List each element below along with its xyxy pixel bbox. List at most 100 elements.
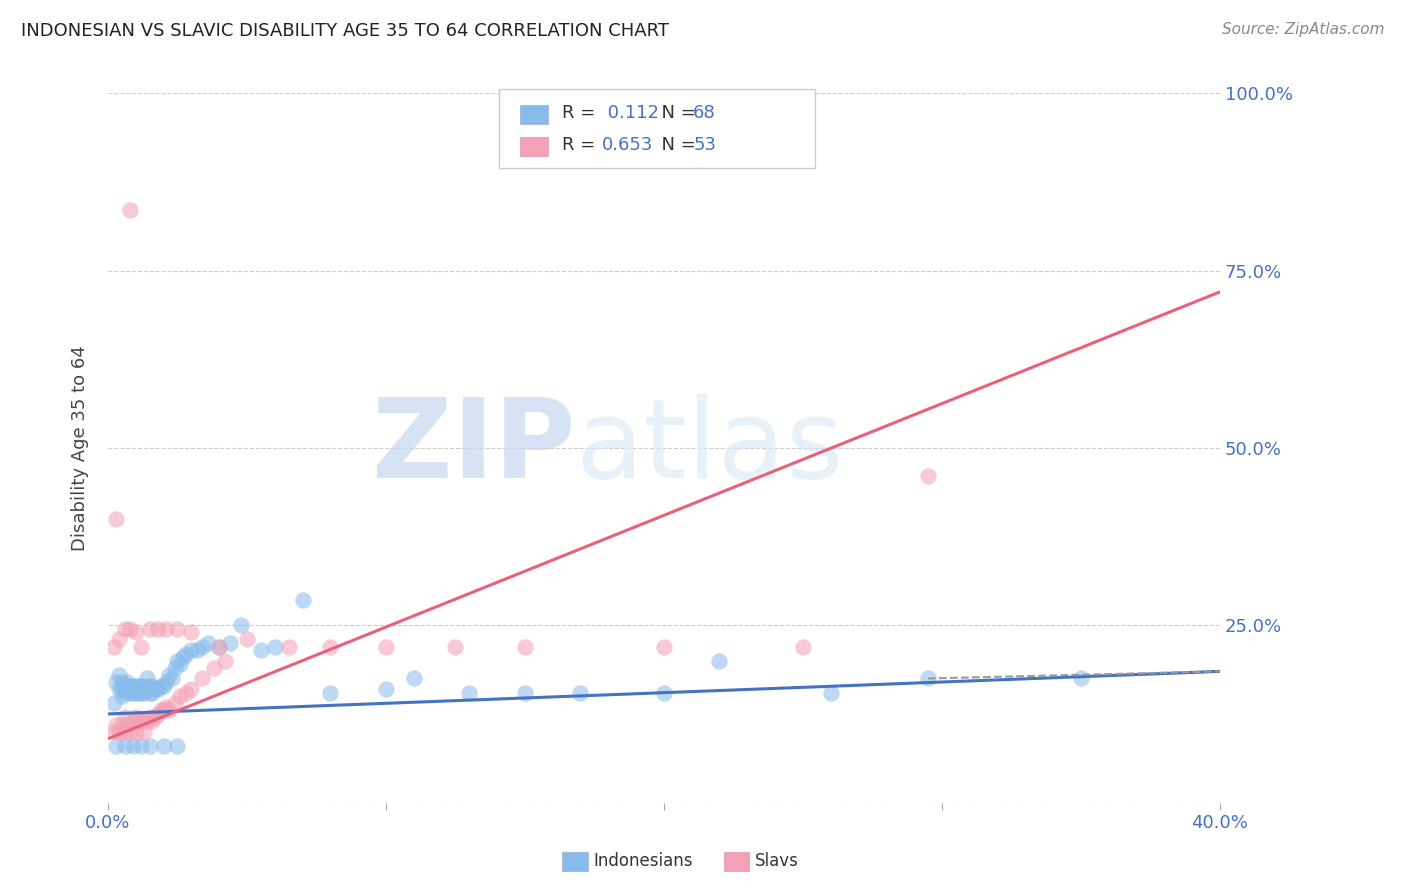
Text: Source: ZipAtlas.com: Source: ZipAtlas.com — [1222, 22, 1385, 37]
Text: 0.112: 0.112 — [602, 104, 659, 122]
Point — [114, 710, 136, 724]
Point — [569, 686, 592, 700]
Text: R =: R = — [562, 136, 602, 153]
Point — [149, 703, 172, 717]
Point — [166, 739, 188, 753]
Point — [1070, 672, 1092, 686]
Point — [149, 679, 172, 693]
Text: 0.653: 0.653 — [602, 136, 654, 153]
Point — [155, 622, 177, 636]
Point — [166, 622, 188, 636]
Point — [231, 618, 253, 632]
Point — [180, 682, 202, 697]
Point — [125, 679, 148, 693]
Point — [219, 636, 242, 650]
Point — [138, 739, 160, 753]
Point — [374, 682, 396, 697]
Point — [111, 690, 134, 704]
Text: R =: R = — [562, 104, 602, 122]
Point — [135, 714, 157, 728]
Point — [180, 625, 202, 640]
Point — [152, 703, 174, 717]
Point — [114, 724, 136, 739]
Point — [111, 717, 134, 731]
Point — [103, 724, 125, 739]
Point — [180, 643, 202, 657]
Point — [402, 672, 425, 686]
Point — [111, 682, 134, 697]
Point — [122, 739, 145, 753]
Point — [138, 710, 160, 724]
Text: INDONESIAN VS SLAVIC DISABILITY AGE 35 TO 64 CORRELATION CHART: INDONESIAN VS SLAVIC DISABILITY AGE 35 T… — [21, 22, 669, 40]
Point — [143, 682, 166, 697]
Point — [208, 640, 231, 654]
Point — [236, 632, 259, 647]
Point — [820, 686, 842, 700]
Point — [120, 622, 142, 636]
Point — [114, 739, 136, 753]
Point — [155, 699, 177, 714]
Point — [128, 714, 150, 728]
Point — [652, 686, 675, 700]
Text: ZIP: ZIP — [371, 394, 575, 501]
Point — [128, 679, 150, 693]
Point — [141, 714, 163, 728]
Point — [458, 686, 481, 700]
Point — [117, 675, 139, 690]
Point — [122, 679, 145, 693]
Point — [513, 640, 536, 654]
Point — [120, 724, 142, 739]
Point — [319, 640, 342, 654]
Point — [163, 661, 186, 675]
Point — [131, 640, 153, 654]
Point — [114, 622, 136, 636]
Point — [174, 647, 197, 661]
Point — [143, 710, 166, 724]
Point — [191, 672, 214, 686]
Point — [917, 672, 939, 686]
Point — [131, 679, 153, 693]
Point — [374, 640, 396, 654]
Point — [160, 672, 183, 686]
Point — [131, 739, 153, 753]
Y-axis label: Disability Age 35 to 64: Disability Age 35 to 64 — [72, 345, 89, 551]
Point — [191, 640, 214, 654]
Text: Indonesians: Indonesians — [593, 852, 693, 870]
Point — [319, 686, 342, 700]
Point — [917, 469, 939, 483]
Point — [135, 672, 157, 686]
Point — [125, 625, 148, 640]
Point — [792, 640, 814, 654]
Point — [197, 636, 219, 650]
Point — [134, 724, 156, 739]
Point — [125, 724, 148, 739]
Point — [146, 682, 169, 697]
Point — [134, 679, 156, 693]
Point — [186, 643, 208, 657]
Point — [146, 706, 169, 721]
Point — [105, 739, 128, 753]
Point — [155, 675, 177, 690]
Point — [103, 696, 125, 710]
Point — [157, 703, 180, 717]
Point — [120, 679, 142, 693]
Point — [513, 686, 536, 700]
Point — [263, 640, 285, 654]
Point — [114, 686, 136, 700]
Point — [250, 643, 273, 657]
Text: 68: 68 — [693, 104, 716, 122]
Point — [125, 710, 148, 724]
Point — [122, 714, 145, 728]
Point — [108, 682, 131, 697]
Point — [138, 686, 160, 700]
Point — [208, 640, 231, 654]
Point — [105, 512, 128, 526]
Point — [709, 654, 731, 668]
Point — [128, 686, 150, 700]
Point — [157, 668, 180, 682]
Point — [122, 686, 145, 700]
Point — [291, 593, 314, 607]
Point — [169, 657, 191, 672]
Point — [125, 686, 148, 700]
Text: N =: N = — [650, 136, 702, 153]
